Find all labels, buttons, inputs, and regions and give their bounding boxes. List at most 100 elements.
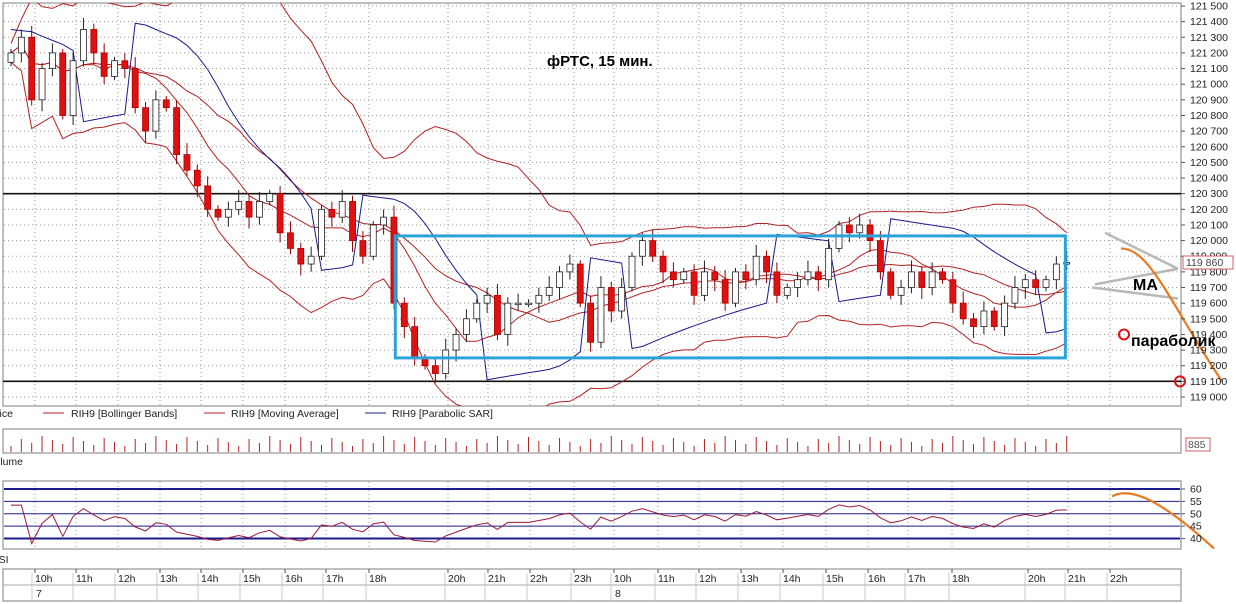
candle-body-23: [245, 201, 253, 218]
volume-value-box: [1185, 437, 1211, 452]
candle-body-18: [193, 169, 201, 187]
day-label-0: 7: [36, 588, 42, 600]
price-tick-label-1: 119 100: [1190, 376, 1227, 388]
candle-body-51: [535, 294, 543, 304]
candle-body-39: [411, 326, 419, 359]
ma-annotation: MA: [1133, 277, 1158, 294]
price-tick-label-14: 120 400: [1190, 173, 1228, 185]
candle-body-25: [266, 193, 274, 202]
time-label-5: 15h: [243, 573, 261, 585]
price-tick-label-21: 121 100: [1190, 63, 1228, 75]
price-tick-label-17: 120 700: [1190, 126, 1228, 138]
last-price-box: [1182, 255, 1234, 270]
candle-body-6: [69, 60, 77, 116]
candle-body-0: [7, 52, 15, 63]
parabolic-annotation: параболик: [1131, 333, 1216, 350]
candle-body-8: [90, 29, 98, 54]
candle-body-74: [773, 271, 781, 296]
rsi-label: RSI: [0, 554, 9, 566]
candle-body-2: [28, 36, 36, 101]
price-tick-label-16: 120 600: [1190, 141, 1228, 153]
time-label-9: 20h: [448, 573, 466, 585]
candle-body-43: [452, 334, 460, 351]
time-label-1: 11h: [76, 573, 93, 585]
candle-body-94: [980, 310, 988, 328]
time-label-18: 15h: [826, 573, 844, 585]
candle-body-75: [783, 287, 791, 296]
rsi-tick-label-4: 40: [1190, 533, 1202, 545]
candle-body-64: [670, 271, 677, 281]
candle-body-27: [287, 232, 294, 249]
sar-path: [10, 22, 1067, 381]
time-label-16: 13h: [741, 573, 759, 585]
rsi-tick-label-3: 45: [1190, 521, 1202, 533]
candle-body-12: [131, 68, 139, 109]
candle-body-78: [814, 271, 822, 281]
candle-body-60: [628, 255, 636, 288]
price-tick-label-6: 119 600: [1190, 298, 1227, 310]
chart-title: фРТС, 15 мин.: [547, 53, 653, 70]
candle-body-100: [1042, 279, 1050, 288]
legend-ma: RIH9 [Moving Average]: [231, 408, 339, 420]
candle-body-65: [680, 271, 688, 281]
rsi-tick-label-0: 60: [1190, 483, 1202, 495]
candle-body-66: [690, 271, 698, 296]
candle-body-29: [307, 255, 315, 265]
volume-bars: [10, 436, 1068, 452]
candle-body-4: [49, 52, 56, 69]
support-resistance-lines: [3, 192, 1181, 383]
bollinger-bands: [10, 3, 1068, 406]
candle-body-84: [877, 240, 884, 273]
candle-body-30: [318, 208, 325, 257]
candle-body-31: [328, 208, 336, 218]
candle-body-1: [17, 36, 25, 54]
rsi-levels: [4, 487, 1180, 540]
time-label-11: 22h: [530, 573, 548, 585]
legend-price: Price: [0, 408, 13, 420]
candle-body-50: [525, 302, 532, 306]
candle-body-44: [462, 318, 470, 335]
candle-body-33: [349, 201, 356, 241]
candle-body-9: [100, 52, 108, 77]
price-tick-label-20: 121 000: [1190, 79, 1228, 91]
candle-body-58: [607, 287, 615, 312]
candle-body-90: [939, 271, 946, 281]
bb-upper: [10, 3, 1068, 246]
price-tick-label-23: 121 300: [1190, 32, 1228, 44]
candle-body-87: [908, 271, 915, 288]
candle-body-95: [990, 310, 998, 328]
volume-panel: [2, 428, 1182, 454]
candle-body-15: [162, 99, 170, 109]
sar-marker: [1118, 328, 1130, 341]
price-tick-label-24: 121 400: [1190, 16, 1228, 28]
price-tick-label-10: 120 000: [1190, 235, 1228, 247]
candle-body-73: [763, 255, 770, 273]
time-label-7: 17h: [326, 573, 344, 585]
candle-body-88: [918, 271, 926, 288]
rsi-forecast-curve: [1111, 492, 1215, 550]
bb-lower: [10, 61, 1067, 406]
price-tick-label-22: 121 200: [1190, 47, 1228, 59]
volume-label: Volume: [0, 456, 23, 468]
candle-body-48: [504, 302, 512, 335]
candle-body-59: [618, 287, 626, 312]
candle-body-57: [597, 287, 605, 343]
candle-body-7: [80, 29, 87, 62]
price-tick-label-15: 120 500: [1190, 157, 1228, 169]
rsi-line: [11, 504, 1067, 545]
candle-body-36: [380, 216, 388, 226]
price-tick-label-12: 120 200: [1190, 204, 1228, 216]
time-label-23: 21h: [1068, 573, 1086, 585]
candle-body-19: [204, 185, 212, 210]
candle-body-68: [711, 271, 719, 281]
candle-body-89: [928, 271, 936, 288]
ma-projection-lines: [1091, 231, 1179, 300]
legend: Price RIH9 [Bollinger Bands] RIH9 [Movin…: [0, 408, 493, 420]
candle-body-24: [255, 201, 263, 218]
time-label-2: 12h: [118, 573, 136, 585]
candle-body-53: [556, 271, 563, 288]
time-label-21: 18h: [952, 573, 970, 585]
parabolic-sar: [10, 22, 1067, 381]
rsi-tick-label-1: 55: [1190, 496, 1202, 508]
